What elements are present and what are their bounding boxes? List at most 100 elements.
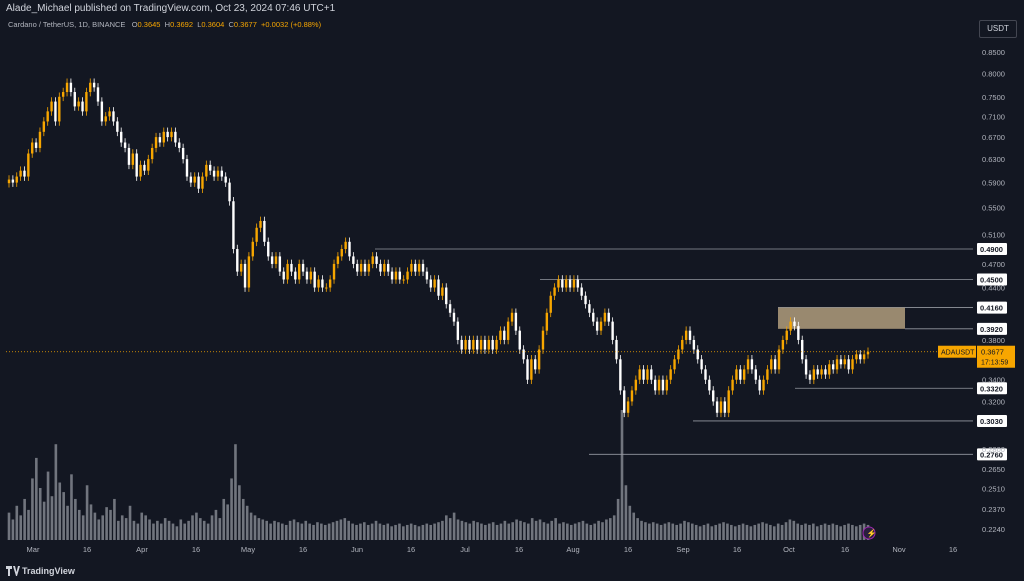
candle-body: [472, 339, 475, 350]
candle-body: [224, 176, 227, 183]
volume-bar: [327, 523, 331, 540]
candle-body: [851, 359, 854, 370]
volume-bar: [718, 523, 721, 540]
volume-bar: [97, 519, 101, 540]
volume-bar: [655, 523, 659, 540]
candle-body: [766, 369, 769, 380]
level-tag-label: 0.3920: [980, 325, 1003, 334]
volume-bar: [609, 518, 612, 540]
volume-bar: [183, 523, 187, 540]
change-value: +0.0032 (+0.88%): [261, 20, 322, 29]
candle-body: [120, 131, 123, 143]
volume-bar: [573, 523, 577, 540]
level-tag-label: 0.4900: [980, 245, 1003, 254]
volume-bar: [210, 515, 214, 540]
candle-body: [185, 159, 189, 177]
candle-body: [483, 339, 487, 350]
candle-body: [363, 263, 367, 272]
time-tick-label: 16: [192, 545, 200, 554]
close-value: 0.3677: [233, 20, 257, 29]
price-tick-label: 0.8000: [982, 70, 1005, 79]
volume-bar: [659, 524, 663, 540]
volume-bar: [476, 522, 479, 540]
volume-bar: [265, 520, 268, 540]
volume-bar: [120, 515, 124, 540]
volume-bar: [847, 523, 850, 540]
time-tick-label: Nov: [892, 545, 906, 554]
candle-body: [309, 271, 313, 280]
candle-body: [534, 359, 537, 370]
candle-body: [495, 339, 498, 350]
candle-body: [623, 390, 626, 413]
candle-body: [410, 263, 413, 272]
candle-body: [429, 279, 432, 288]
candle-body: [386, 263, 390, 272]
volume-bar: [827, 524, 831, 540]
candle-body: [688, 330, 692, 340]
volume-bar: [569, 524, 573, 540]
candle-body: [499, 330, 502, 340]
candle-body: [189, 176, 193, 183]
volume-bar: [261, 519, 265, 540]
candle-body: [576, 279, 579, 288]
candle-body: [131, 153, 135, 165]
volume-bar: [226, 504, 229, 540]
level-tag-label: 0.4160: [980, 304, 1003, 313]
candle-body: [634, 379, 638, 391]
level-tag-label: 0.3030: [980, 417, 1003, 426]
symbol-tag-label: ADAUSDT: [941, 350, 975, 357]
volume-bar: [222, 498, 226, 540]
volume-bar: [581, 520, 585, 540]
candle-body: [855, 354, 858, 360]
candle-body: [290, 263, 293, 272]
candle-body: [328, 279, 332, 288]
volume-bar: [241, 498, 245, 540]
candle-body: [797, 326, 800, 340]
candle-body: [580, 287, 583, 296]
candle-body: [352, 256, 355, 264]
time-tick-label: 16: [83, 545, 91, 554]
candle-body: [553, 287, 556, 296]
candle-body: [487, 339, 491, 350]
time-tick-label: 16: [949, 545, 957, 554]
volume-bar: [546, 523, 550, 540]
volume-bar: [136, 523, 140, 540]
volume-bar: [187, 520, 190, 540]
currency-button[interactable]: USDT: [979, 20, 1017, 38]
volume-bar: [179, 519, 183, 540]
candle-body: [456, 321, 460, 340]
volume-bar: [597, 520, 600, 540]
volume-bar: [753, 524, 757, 540]
volume-bar: [511, 522, 514, 540]
volume-bar: [382, 524, 386, 540]
volume-bar: [81, 515, 85, 540]
volume-bar: [132, 520, 136, 540]
volume-bar: [347, 520, 350, 540]
candle-body: [607, 312, 610, 322]
footer-bar: TradingView: [0, 561, 1024, 581]
volume-bar: [550, 520, 554, 540]
volume-bar: [316, 522, 319, 540]
level-tag: [977, 448, 1007, 461]
candle-body: [325, 287, 328, 289]
volume-bar: [167, 520, 171, 540]
price-chart[interactable]: 0.4900 0.4500 0.4160 0.3920 0.3320 0.3030 0.27…: [0, 0, 1024, 561]
volume-bar: [27, 509, 30, 540]
candle-body: [212, 170, 216, 177]
volume-bar: [421, 524, 425, 540]
candle-body: [750, 359, 754, 370]
low-label: L: [197, 20, 202, 29]
candle-body: [23, 170, 26, 177]
volume-bar: [815, 526, 819, 540]
candle-body: [174, 131, 177, 143]
volume-bar: [433, 523, 436, 540]
candle-body: [804, 359, 808, 375]
volume-bar: [163, 518, 167, 540]
volume-bar: [42, 501, 46, 540]
volume-bar: [343, 518, 347, 540]
candle-body: [828, 364, 831, 375]
volume-bar: [304, 520, 308, 540]
candle-body: [166, 131, 169, 138]
time-tick-label: Oct: [783, 545, 796, 554]
alert-icon[interactable]: [862, 526, 876, 540]
